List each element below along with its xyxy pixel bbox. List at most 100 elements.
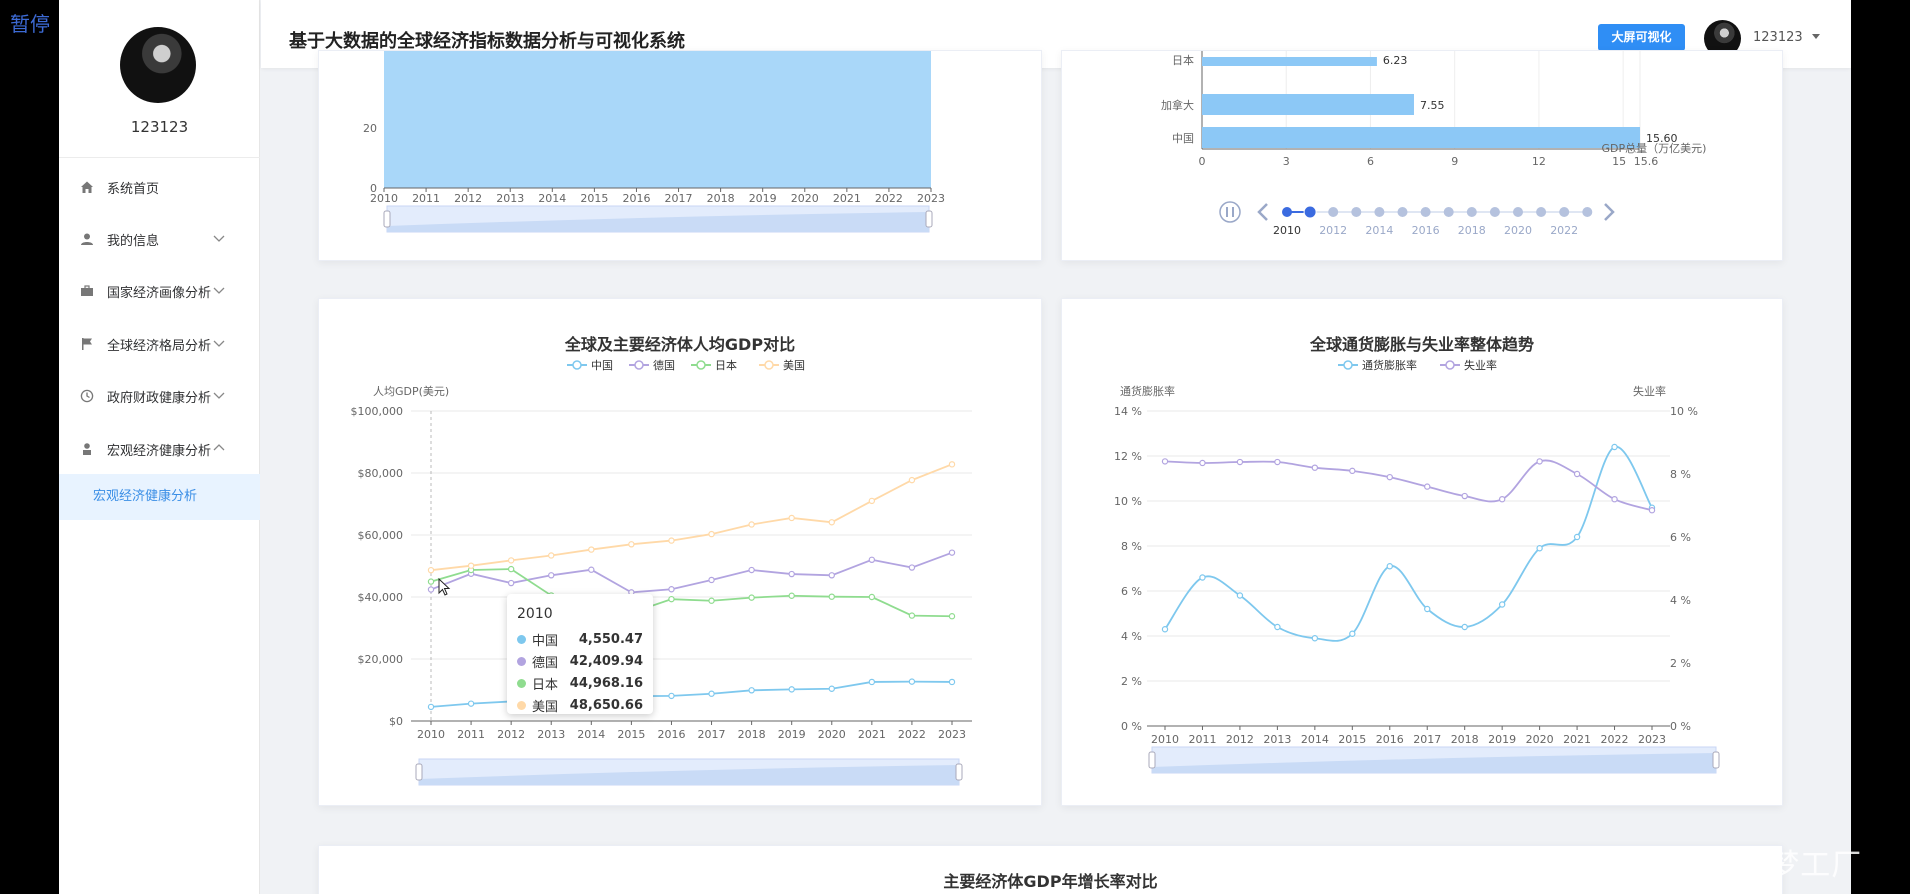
legend-marker — [1445, 360, 1455, 370]
bar-category-label: 加拿大 — [1161, 98, 1194, 112]
x-tick-label: 2015 — [580, 192, 608, 205]
legend-label: 日本 — [715, 358, 737, 372]
bar-chart: 日本 6.23 加拿大 7.55 中国 15.60 0 3 6 9 12 15 15.6GDP总量（万亿… — [1161, 51, 1707, 237]
timeline-dot — [1374, 207, 1385, 217]
sidebar-item-macro-health[interactable]: 宏观经济健康分析 — [59, 423, 260, 475]
y-axis-title-right: 失业率 — [1633, 384, 1666, 398]
x-tick-label: 2018 — [707, 192, 735, 205]
data-point — [1536, 545, 1543, 552]
chart-title: 主要经济体GDP年增长率对比 — [943, 872, 1158, 891]
tooltip-series: 日本 — [532, 677, 559, 693]
data-point — [668, 537, 675, 544]
data-point — [1311, 635, 1319, 642]
data-point — [1386, 563, 1393, 570]
pause-icon — [1226, 207, 1228, 217]
data-point — [1386, 473, 1393, 481]
data-point — [1461, 492, 1468, 500]
data-point — [948, 613, 956, 620]
data-point — [427, 703, 435, 711]
y-tick-label-right: 4 % — [1670, 594, 1691, 607]
timeline-label: 2016 — [1412, 224, 1440, 237]
card-top-left: 0 20 2010 2011 2012 2013 2014 2015 2016 2017 2018 2… — [318, 50, 1042, 261]
pause-label[interactable]: 暂停 — [10, 12, 50, 36]
data-point — [748, 521, 755, 528]
data-point — [588, 566, 595, 573]
data-point — [1611, 495, 1618, 503]
zoom-slider-shadow — [419, 765, 959, 785]
data-point — [427, 586, 435, 593]
header-username[interactable]: 123123 — [1753, 30, 1803, 45]
legend-marker — [1343, 360, 1353, 370]
timeline-next-icon — [1604, 203, 1615, 221]
chevron-up-icon — [213, 444, 225, 451]
x-tick-label: 2022 — [898, 728, 926, 741]
sidebar: 123123 系统首页 我的信息 国家经济画像分析 全球经济格局分析 — [59, 0, 260, 894]
sidebar-item-country-profile[interactable]: 国家经济画像分析 — [59, 265, 260, 317]
timeline-label: 2012 — [1319, 224, 1347, 237]
bar-value-label: 6.23 — [1383, 54, 1408, 67]
y-tick-label: $80,000 — [358, 467, 404, 480]
mouse-cursor-icon — [438, 577, 451, 596]
data-point — [427, 578, 435, 585]
x-tick-label: 2018 — [1451, 733, 1479, 746]
x-axis-title: GDP总量（万亿美元) — [1602, 141, 1707, 155]
data-point — [788, 570, 795, 578]
briefcase-icon — [79, 283, 95, 299]
watermark: CSDN @IT毕设梦工厂 — [1547, 848, 1863, 883]
flag-icon — [79, 336, 95, 352]
chevron-down-icon — [213, 392, 225, 399]
caret-down-icon[interactable] — [1810, 30, 1822, 42]
data-point — [507, 565, 515, 573]
legend-dot — [517, 656, 526, 666]
sidebar-subitem-macro-health[interactable]: 宏观经济健康分析 — [59, 474, 260, 520]
sidebar-item-my-info[interactable]: 我的信息 — [59, 213, 260, 265]
bar — [1202, 94, 1414, 115]
series-line — [1164, 459, 1653, 512]
x-tick-label: 2021 — [833, 192, 861, 205]
data-point — [628, 541, 635, 548]
home-icon — [79, 179, 95, 195]
sidebar-item-home[interactable]: 系统首页 — [59, 161, 260, 213]
y-tick-label: $20,000 — [358, 653, 404, 666]
legend-marker — [572, 360, 582, 370]
timeline-label: 2018 — [1458, 224, 1486, 237]
sidebar-item-global-pattern[interactable]: 全球经济格局分析 — [59, 318, 260, 370]
y-tick-label: $40,000 — [358, 591, 404, 604]
timeline-label: 2020 — [1504, 224, 1532, 237]
pause-icon — [1232, 207, 1234, 217]
data-point — [748, 687, 755, 694]
timeline-prev-icon — [1257, 203, 1268, 221]
x-tick-label: 2017 — [698, 728, 726, 741]
big-screen-button[interactable]: 大屏可视化 — [1598, 24, 1685, 51]
sidebar-item-fiscal-health[interactable]: 政府财政健康分析 — [59, 370, 260, 422]
x-tick-label: 2022 — [875, 192, 903, 205]
x-tick-label: 2016 — [622, 192, 650, 205]
x-tick-label: 2012 — [1226, 733, 1254, 746]
sidebar-item-label: 国家经济画像分析 — [107, 285, 212, 301]
data-point — [868, 593, 876, 601]
y-tick-label-left: 14 % — [1114, 405, 1142, 418]
legend-marker — [696, 360, 706, 370]
chart-tooltip: 2010 中国 4,550.47 德国 42,409.94 日本 44,968.16 … — [507, 594, 653, 715]
timeline-dot — [1443, 207, 1454, 217]
app-window: 123123 系统首页 我的信息 国家经济画像分析 全球经济格局分析 — [59, 0, 1851, 894]
x-tick-label: 2020 — [1526, 733, 1554, 746]
timeline-dot — [1536, 207, 1547, 217]
y-tick-label-left: 4 % — [1121, 630, 1142, 643]
x-tick-label: 2011 — [412, 192, 440, 205]
sidebar-item-label: 政府财政健康分析 — [107, 390, 212, 406]
data-point — [948, 678, 956, 686]
y-tick-label-right: 10 % — [1670, 405, 1698, 418]
y-tick-label-right: 0 % — [1670, 720, 1691, 733]
timeline-dot — [1513, 207, 1523, 217]
data-point — [1236, 592, 1244, 599]
data-point — [668, 586, 675, 593]
x-tick-label: 2023 — [917, 192, 945, 205]
user-icon — [79, 231, 95, 247]
timeline-label: 2010 — [1273, 224, 1301, 237]
data-point — [828, 519, 835, 526]
slider-handle-right — [1712, 751, 1720, 769]
avatar[interactable] — [120, 27, 196, 103]
legend-label: 德国 — [653, 358, 675, 372]
